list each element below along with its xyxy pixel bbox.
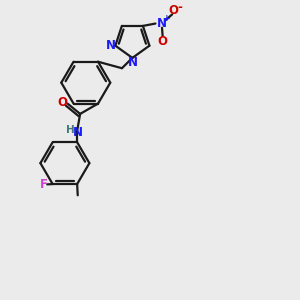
Text: -: - xyxy=(177,2,182,14)
Text: O: O xyxy=(158,35,168,48)
Text: N: N xyxy=(106,39,116,52)
Text: +: + xyxy=(163,14,171,23)
Text: F: F xyxy=(40,178,48,191)
Text: N: N xyxy=(128,56,138,68)
Text: H: H xyxy=(66,125,75,135)
Text: N: N xyxy=(73,126,83,139)
Text: O: O xyxy=(58,96,68,109)
Text: N: N xyxy=(157,17,167,30)
Text: O: O xyxy=(168,4,178,17)
